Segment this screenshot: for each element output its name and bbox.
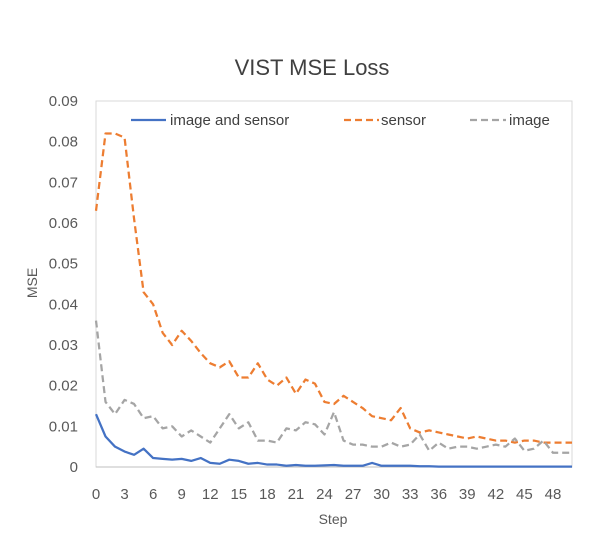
chart-title: VIST MSE Loss (235, 55, 390, 80)
x-tick-label: 6 (149, 486, 157, 503)
x-tick-label: 12 (202, 486, 219, 503)
legend-label: image and sensor (170, 112, 289, 129)
x-tick-label: 15 (230, 486, 247, 503)
y-axis-label: MSE (24, 268, 40, 298)
series-line-sensor (94, 132, 572, 444)
legend-label: sensor (381, 112, 426, 129)
x-tick-label: 24 (316, 486, 333, 503)
y-tick-label: 0.06 (49, 215, 78, 232)
y-tick-label: 0.02 (49, 378, 78, 395)
x-tick-label: 33 (402, 486, 419, 503)
y-tick-label: 0.04 (49, 296, 78, 313)
series-line-image-and-sensor (94, 413, 572, 468)
x-tick-label: 18 (259, 486, 276, 503)
x-tick-label: 21 (288, 486, 305, 503)
x-tick-label: 3 (120, 486, 128, 503)
y-tick-label: 0.03 (49, 337, 78, 354)
x-tick-label: 30 (373, 486, 390, 503)
x-tick-label: 9 (178, 486, 186, 503)
y-tick-label: 0.05 (49, 256, 78, 273)
y-tick-label: 0.07 (49, 174, 78, 191)
x-tick-label: 0 (92, 486, 100, 503)
x-tick-label: 39 (459, 486, 476, 503)
x-tick-label: 48 (545, 486, 562, 503)
series-layer (94, 132, 572, 468)
legend: image and sensor sensor image (131, 112, 550, 129)
legend-label: image (509, 112, 550, 129)
y-tick-label: 0.08 (49, 134, 78, 151)
x-tick-label: 42 (487, 486, 504, 503)
y-tick-label: 0 (70, 459, 78, 476)
x-tick-label: 45 (516, 486, 533, 503)
series-line-image (94, 320, 572, 454)
x-tick-label: 27 (345, 486, 362, 503)
y-tick-label: 0.09 (49, 93, 78, 110)
y-tick-label: 0.01 (49, 418, 78, 435)
x-axis-label: Step (319, 511, 348, 527)
x-tick-label: 36 (430, 486, 447, 503)
